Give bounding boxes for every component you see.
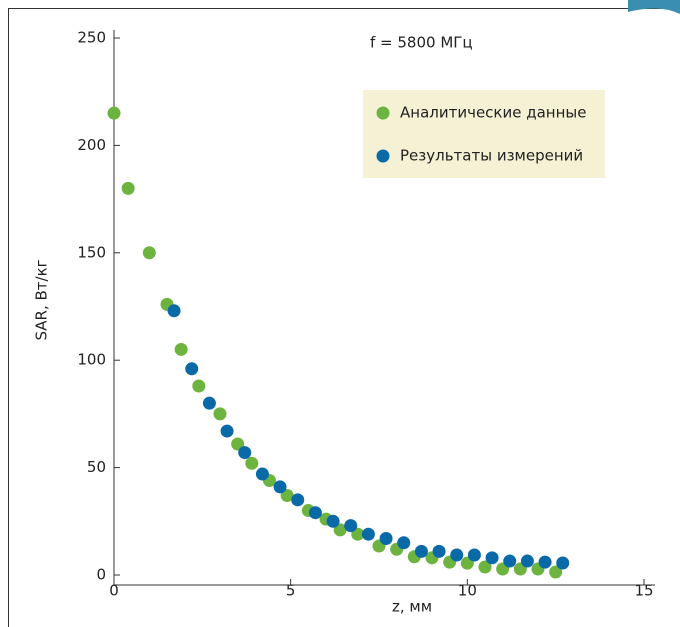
point bbox=[308, 506, 322, 520]
point bbox=[503, 554, 517, 568]
point bbox=[432, 544, 446, 558]
legend-marker bbox=[376, 106, 390, 120]
point bbox=[414, 544, 428, 558]
y-axis-label: SAR, Вт/кг bbox=[33, 259, 51, 340]
point bbox=[280, 489, 294, 503]
point bbox=[213, 407, 227, 421]
legend-label: Результаты измерений bbox=[400, 147, 583, 165]
point bbox=[485, 551, 499, 565]
point bbox=[238, 446, 252, 460]
legend-label: Аналитические данные bbox=[400, 104, 586, 122]
annotation: f = 5800 МГц bbox=[370, 34, 473, 52]
point bbox=[344, 519, 358, 533]
point bbox=[231, 437, 245, 451]
point bbox=[333, 523, 347, 537]
x-axis-label: z, мм bbox=[392, 598, 432, 616]
x-tick-label: 10 bbox=[458, 582, 477, 600]
legend-marker bbox=[376, 149, 390, 163]
y-tick-label: 0 bbox=[96, 566, 106, 584]
point bbox=[220, 424, 234, 438]
point bbox=[121, 181, 135, 195]
point bbox=[520, 554, 534, 568]
point bbox=[167, 304, 181, 318]
point bbox=[556, 556, 570, 570]
y-tick-label: 150 bbox=[77, 243, 106, 261]
point bbox=[291, 493, 305, 507]
y-tick-label: 50 bbox=[87, 458, 106, 476]
y-tick-label: 100 bbox=[77, 351, 106, 369]
frame bbox=[8, 8, 680, 627]
point bbox=[202, 396, 216, 410]
point bbox=[107, 106, 121, 120]
legend-box bbox=[363, 90, 605, 178]
point bbox=[245, 456, 259, 470]
point bbox=[478, 560, 492, 574]
point bbox=[326, 514, 340, 528]
y-tick-label: 250 bbox=[77, 29, 106, 47]
y-tick-label: 200 bbox=[77, 136, 106, 154]
x-tick-label: 15 bbox=[634, 582, 653, 600]
point bbox=[255, 467, 269, 481]
corner-decoration bbox=[628, 0, 680, 14]
point bbox=[185, 362, 199, 376]
point bbox=[192, 379, 206, 393]
point bbox=[397, 536, 411, 550]
point bbox=[538, 555, 552, 569]
point bbox=[549, 565, 563, 579]
point bbox=[379, 531, 393, 545]
point bbox=[142, 246, 156, 260]
x-tick-label: 0 bbox=[109, 582, 119, 600]
point bbox=[450, 548, 464, 562]
point bbox=[361, 527, 375, 541]
x-tick-label: 5 bbox=[286, 582, 296, 600]
point bbox=[174, 342, 188, 356]
point bbox=[273, 480, 287, 494]
point bbox=[351, 527, 365, 541]
point bbox=[467, 548, 481, 562]
